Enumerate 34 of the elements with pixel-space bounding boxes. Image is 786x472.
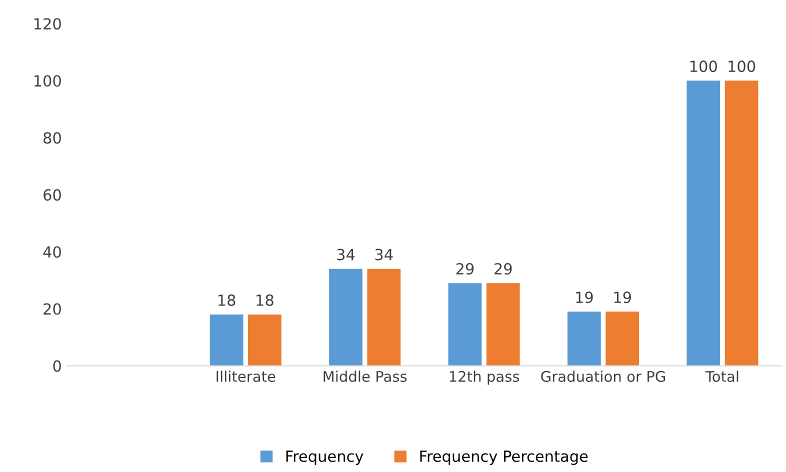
data-label: 29	[456, 263, 474, 275]
bar	[606, 312, 640, 366]
data-label: 34	[375, 248, 393, 260]
y-tick-label: 60	[44, 189, 61, 201]
bar	[367, 268, 401, 366]
data-label: 18	[218, 294, 236, 306]
y-tick-label: 80	[44, 132, 61, 144]
bar	[567, 312, 601, 366]
data-label: 19	[614, 292, 631, 304]
x-tick-label: 12th pass	[450, 370, 520, 385]
y-tick-label: 100	[34, 75, 61, 87]
data-label: 18	[256, 294, 274, 306]
y-tick-label: 20	[44, 303, 61, 315]
y-tick-label: 0	[53, 360, 61, 372]
bar	[486, 283, 520, 366]
x-tick-label: Illiterate	[216, 370, 276, 382]
x-tick-label: Total	[705, 370, 738, 382]
bar	[329, 268, 362, 366]
data-label: 100	[690, 60, 717, 72]
bar	[724, 80, 758, 366]
x-tick-label: Middle Pass	[324, 370, 407, 382]
data-label: 100	[728, 60, 756, 72]
legend-label: Frequency	[286, 450, 364, 465]
y-tick-label: 40	[43, 246, 61, 258]
data-label: 29	[494, 263, 512, 275]
data-label: 34	[337, 248, 355, 260]
data-label: 19	[576, 292, 593, 304]
bar	[210, 314, 244, 366]
y-tick-label: 120	[34, 18, 61, 30]
legend-label: Frequency Percentage	[420, 450, 588, 465]
bar	[448, 283, 482, 366]
x-tick-label: Graduation or PG	[541, 370, 666, 382]
bar	[686, 80, 720, 366]
bar	[248, 314, 282, 366]
